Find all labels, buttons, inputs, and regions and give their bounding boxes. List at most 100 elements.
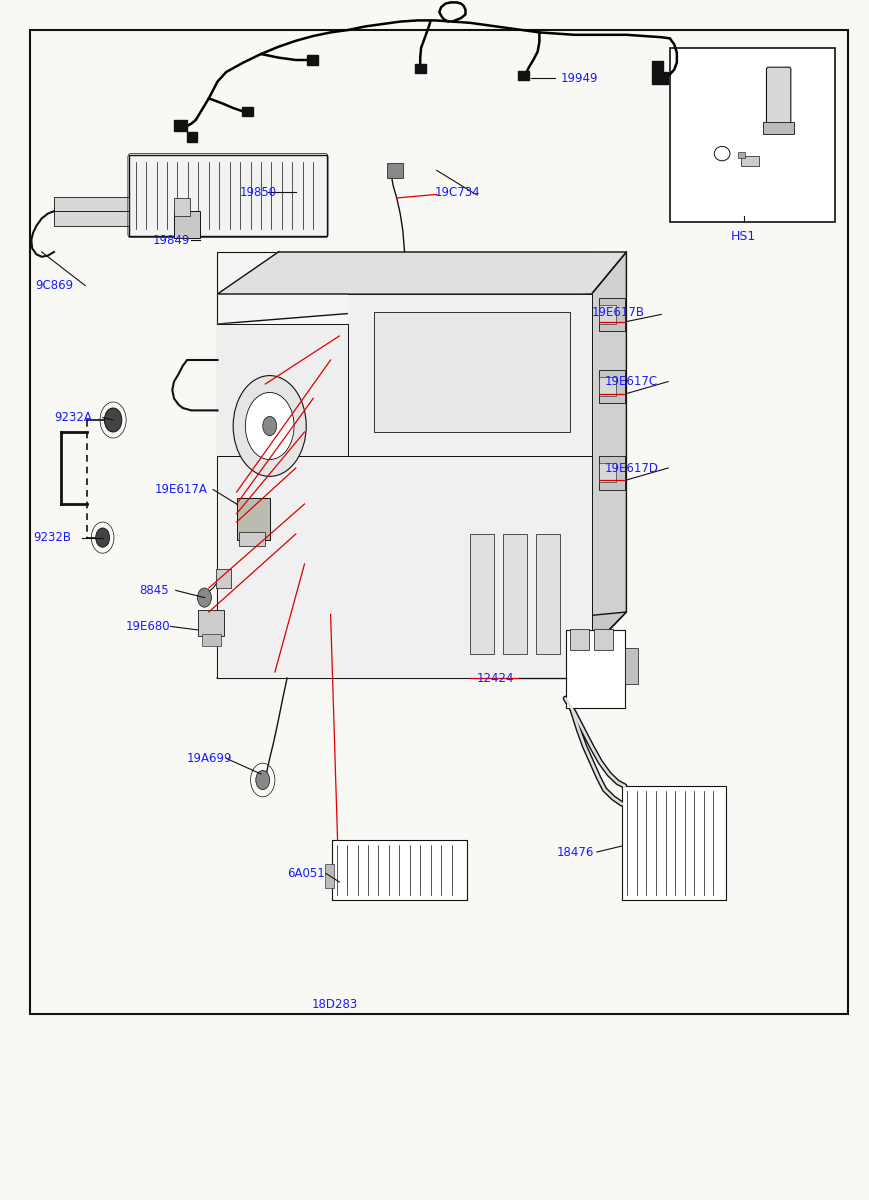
Bar xyxy=(499,485,514,504)
Bar xyxy=(452,388,468,407)
Bar xyxy=(332,840,467,900)
Circle shape xyxy=(104,408,122,432)
Bar xyxy=(174,120,187,131)
Bar xyxy=(468,485,483,504)
Bar xyxy=(514,407,530,426)
Bar xyxy=(530,407,546,426)
Text: 19E680: 19E680 xyxy=(126,620,170,632)
Bar xyxy=(530,485,546,504)
FancyBboxPatch shape xyxy=(766,67,790,132)
Text: 12424: 12424 xyxy=(476,672,514,684)
Bar xyxy=(594,629,613,650)
Bar xyxy=(54,197,129,211)
Text: 19E617C: 19E617C xyxy=(604,376,657,388)
Text: 19C734: 19C734 xyxy=(434,186,480,198)
Text: 9232B: 9232B xyxy=(33,532,71,544)
Bar xyxy=(598,463,615,482)
Bar xyxy=(452,407,468,426)
Circle shape xyxy=(245,392,294,460)
Bar xyxy=(598,377,615,396)
Bar xyxy=(174,198,189,216)
Bar xyxy=(514,485,530,504)
Bar xyxy=(517,71,528,80)
Bar xyxy=(530,466,546,485)
Bar xyxy=(468,426,483,445)
Bar xyxy=(374,312,569,432)
Bar xyxy=(54,211,129,226)
Bar xyxy=(499,388,514,407)
Bar xyxy=(30,30,847,1014)
Polygon shape xyxy=(217,294,591,678)
Bar xyxy=(499,407,514,426)
Bar xyxy=(652,61,662,71)
Bar xyxy=(216,569,231,588)
Circle shape xyxy=(255,770,269,790)
Bar xyxy=(452,445,468,466)
Text: 9C869: 9C869 xyxy=(35,280,73,292)
Bar xyxy=(483,407,499,426)
Text: 8845: 8845 xyxy=(139,584,169,596)
Text: 9232A: 9232A xyxy=(54,412,92,424)
Bar xyxy=(452,466,468,485)
Circle shape xyxy=(197,588,211,607)
Bar xyxy=(565,630,624,708)
Polygon shape xyxy=(217,612,626,678)
Text: 18476: 18476 xyxy=(556,846,594,858)
Bar xyxy=(499,426,514,445)
Text: 19850: 19850 xyxy=(239,186,276,198)
Bar xyxy=(569,629,588,650)
Text: 19E617B: 19E617B xyxy=(591,306,644,318)
Bar xyxy=(624,648,637,684)
Bar xyxy=(452,485,468,504)
Bar xyxy=(387,163,402,178)
Bar xyxy=(129,155,327,236)
Bar xyxy=(499,445,514,466)
Bar xyxy=(174,211,200,238)
Bar xyxy=(468,445,483,466)
Bar xyxy=(514,388,530,407)
Bar xyxy=(530,388,546,407)
Text: 19E617D: 19E617D xyxy=(604,462,658,474)
Text: scuderia: scuderia xyxy=(330,454,583,506)
Bar xyxy=(307,55,317,65)
Text: 19849: 19849 xyxy=(152,234,189,246)
Bar xyxy=(242,107,253,116)
Text: 18D283: 18D283 xyxy=(311,998,358,1010)
Bar xyxy=(530,445,546,466)
Bar xyxy=(468,466,483,485)
Bar xyxy=(737,152,744,158)
Polygon shape xyxy=(348,294,591,456)
Bar xyxy=(598,305,615,324)
Text: HS1: HS1 xyxy=(730,230,756,244)
Bar xyxy=(198,610,224,636)
Bar xyxy=(239,532,265,546)
Bar xyxy=(514,466,530,485)
Bar xyxy=(621,786,726,900)
Circle shape xyxy=(233,376,306,476)
Bar xyxy=(483,445,499,466)
Bar xyxy=(530,426,546,445)
Circle shape xyxy=(262,416,276,436)
Bar xyxy=(652,72,667,84)
Bar xyxy=(236,498,269,540)
Bar xyxy=(483,466,499,485)
Bar xyxy=(452,426,468,445)
Bar xyxy=(483,485,499,504)
Bar xyxy=(468,388,483,407)
Bar xyxy=(514,445,530,466)
Bar xyxy=(502,534,527,654)
Bar xyxy=(535,534,560,654)
Bar xyxy=(669,48,834,222)
Bar xyxy=(499,466,514,485)
Bar xyxy=(217,252,591,678)
Text: 19949: 19949 xyxy=(561,72,598,84)
Bar xyxy=(740,156,758,166)
Polygon shape xyxy=(217,324,348,456)
Polygon shape xyxy=(217,252,626,294)
Bar xyxy=(325,864,334,888)
Bar xyxy=(514,426,530,445)
Bar xyxy=(217,456,591,678)
Bar xyxy=(598,456,624,490)
Bar xyxy=(468,407,483,426)
Text: 6A051: 6A051 xyxy=(287,868,324,880)
